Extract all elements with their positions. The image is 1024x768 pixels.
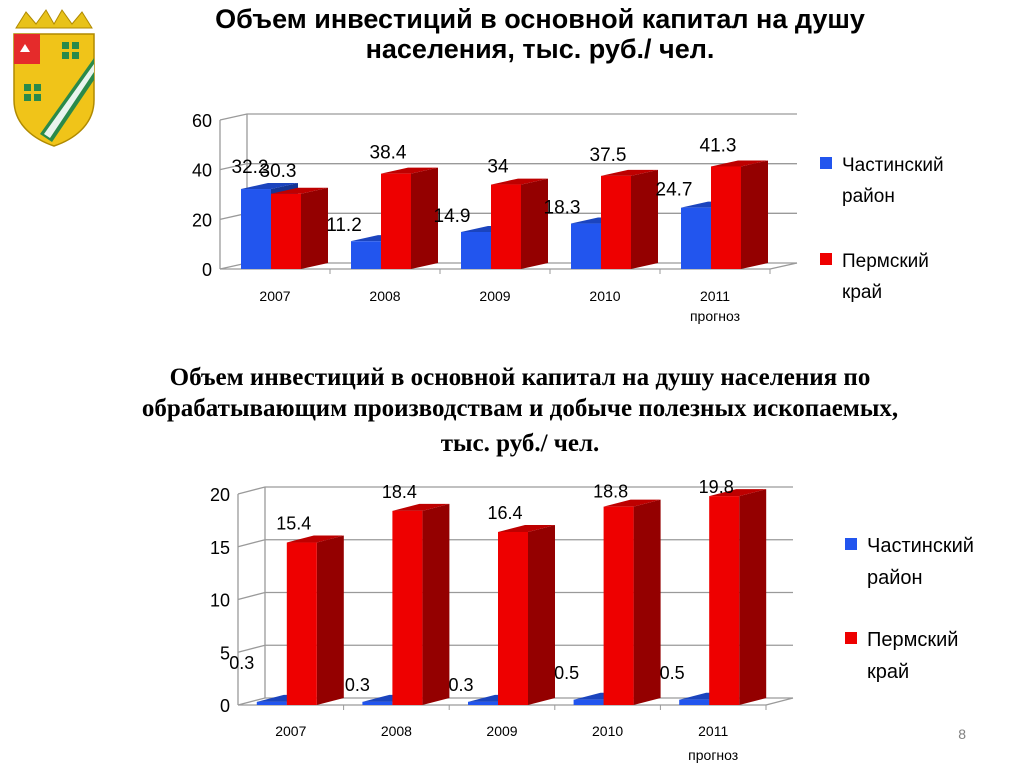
data-label: 30.3	[260, 161, 297, 182]
chart2-title: Объем инвестиций в основной капитал на д…	[60, 362, 980, 459]
chart2-title-line2: обрабатывающим производствам и добыче по…	[141, 395, 899, 422]
chart2-title-line3: тыс. руб./ чел.	[440, 430, 600, 457]
data-label: 15.4	[276, 514, 311, 534]
y-tick-label: 15	[210, 538, 230, 558]
bar	[711, 160, 768, 269]
chart1-legend: Частинский район Пермский край	[820, 150, 970, 308]
bar	[603, 499, 661, 705]
floor-edge	[769, 262, 798, 270]
legend-item-chastinsky: Частинский район	[845, 530, 995, 594]
legend-swatch-perm	[820, 253, 832, 265]
legend-label-chastinsky: Частинский район	[867, 535, 974, 589]
legend-item-perm: Пермский край	[845, 624, 995, 688]
x-tick-label: 2007	[275, 723, 306, 739]
chart2: 0 5 10 15 20 2007 0.3 15.4 2008 0.3 18.4 2009 0.3 16.…	[210, 477, 794, 763]
x-tick-label: 2010	[589, 288, 620, 304]
bar	[381, 167, 438, 269]
bar	[498, 524, 555, 705]
legend-swatch-perm	[845, 632, 857, 644]
data-label: 24.7	[656, 180, 693, 201]
data-label: 18.8	[593, 482, 628, 502]
x-tick-label: 2008	[369, 288, 400, 304]
chart2-title-line1: Объем инвестиций в основной капитал на д…	[169, 364, 871, 391]
y-tick-label: 20	[192, 210, 212, 230]
data-label: 0.3	[345, 675, 370, 695]
x-tick-label: 2010	[592, 723, 623, 739]
x-tick-label: 2008	[381, 723, 412, 739]
legend-swatch-chastinsky	[820, 157, 832, 169]
legend-item-chastinsky: Частинский район	[820, 150, 970, 212]
x-tick-label: 2011	[700, 288, 730, 304]
chart1-title: Объем инвестиций в основной капитал на д…	[215, 4, 865, 64]
bar	[392, 503, 450, 705]
legend-label-perm: Пермский край	[867, 629, 959, 683]
data-label: 0.5	[660, 663, 685, 683]
data-label: 14.9	[434, 206, 471, 227]
gridline	[219, 163, 797, 171]
legend-label-chastinsky: Частинский район	[842, 155, 944, 207]
data-label: 0.5	[554, 663, 579, 683]
coat-of-arms-icon	[13, 9, 95, 147]
data-label: 0.3	[448, 675, 473, 695]
y-tick-label: 5	[220, 643, 230, 663]
data-label: 38.4	[370, 143, 407, 164]
data-label: 41.3	[700, 135, 737, 156]
legend-swatch-chastinsky	[845, 538, 857, 550]
y-tick-label: 20	[210, 485, 230, 505]
data-label: 19.8	[699, 477, 734, 497]
data-label: 16.4	[487, 503, 522, 523]
x-tick-label: 2011	[698, 723, 728, 739]
data-label: 0.3	[229, 653, 254, 673]
x-tick-label: прогноз	[690, 308, 740, 324]
y-tick-label: 40	[192, 161, 212, 181]
gridline	[237, 486, 793, 495]
data-label: 18.3	[544, 198, 581, 219]
x-tick-label: 2007	[259, 288, 290, 304]
y-tick-label: 60	[192, 111, 212, 131]
x-tick-label: 2009	[479, 288, 510, 304]
y-tick-label: 0	[220, 696, 230, 716]
x-tick-label: 2009	[486, 723, 517, 739]
x-tick-label: прогноз	[688, 747, 738, 763]
data-label: 32.2	[232, 157, 269, 178]
bar	[709, 489, 767, 705]
data-label: 11.2	[326, 215, 362, 236]
y-tick-label: 10	[210, 591, 230, 611]
chart1: 0 20 40 60 2007 32.230.3 2008 11.2 38.4 2009 14.9 3…	[192, 111, 798, 324]
legend-label-perm: Пермский край	[842, 251, 929, 303]
data-label: 18.4	[382, 482, 417, 502]
y-tick-label: 0	[202, 260, 212, 280]
floor-edge	[765, 697, 794, 706]
gridline	[219, 113, 797, 121]
data-label: 37.5	[590, 145, 627, 166]
legend-item-perm: Пермский край	[820, 246, 970, 308]
page-number: 8	[958, 726, 966, 742]
bar	[271, 187, 328, 269]
bar	[286, 535, 344, 705]
bar	[491, 178, 548, 269]
bar	[601, 169, 658, 269]
chart2-legend: Частинский район Пермский край	[845, 530, 995, 688]
data-label: 34	[487, 157, 509, 178]
